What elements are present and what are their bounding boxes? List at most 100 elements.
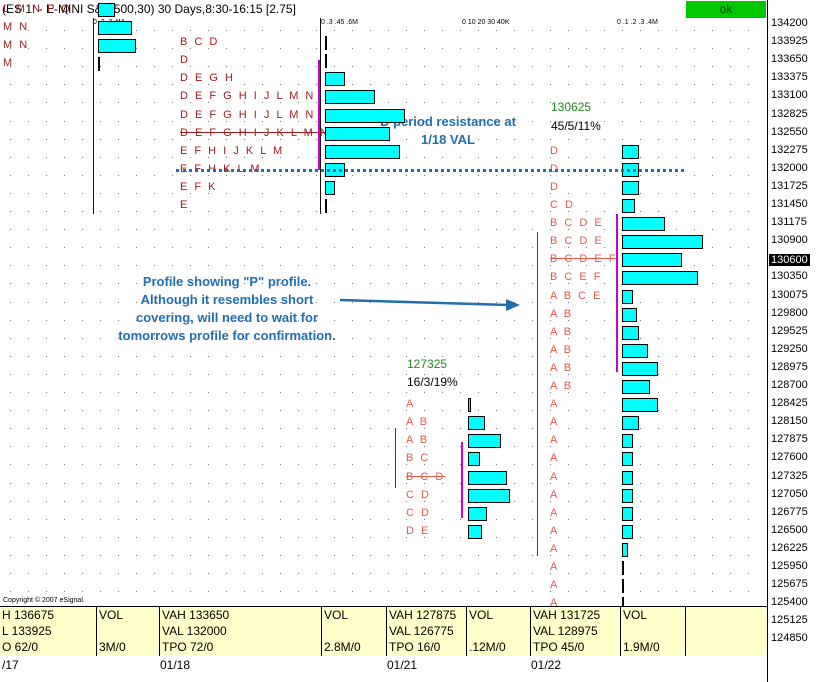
grid-dot — [442, 374, 443, 375]
grid-dot — [748, 247, 749, 248]
grid-dot — [118, 175, 119, 176]
grid-dot — [550, 392, 551, 393]
grid-dot — [28, 338, 29, 339]
volume-bar-s3 — [622, 597, 624, 606]
grid-dot — [748, 157, 749, 158]
grid-dot — [334, 48, 335, 49]
grid-dot — [388, 320, 389, 321]
grid-dot — [658, 464, 659, 465]
grid-dot — [82, 573, 83, 574]
grid-dot — [262, 84, 263, 85]
tpo-row-s1: D E F G H I J K L M N — [180, 127, 330, 139]
ok-status-button[interactable]: ok — [686, 1, 766, 18]
grid-dot — [514, 410, 515, 411]
grid-dot — [406, 66, 407, 67]
volume-bar-s2 — [468, 416, 485, 430]
grid-dot — [172, 283, 173, 284]
grid-dot — [154, 392, 155, 393]
grid-dot — [154, 302, 155, 303]
grid-dot — [262, 374, 263, 375]
volume-bar-s3 — [622, 362, 658, 376]
grid-dot — [100, 247, 101, 248]
grid-dot — [280, 229, 281, 230]
grid-dot — [532, 30, 533, 31]
grid-dot — [676, 573, 677, 574]
grid-dot — [316, 338, 317, 339]
grid-dot — [730, 175, 731, 176]
grid-dot — [568, 410, 569, 411]
grid-dot — [604, 446, 605, 447]
grid-dot — [172, 464, 173, 465]
grid-dot — [10, 102, 11, 103]
grid-dot — [28, 265, 29, 266]
price-tick: 133650 — [771, 53, 808, 65]
grid-dot — [550, 501, 551, 502]
tpo-row-s1: E F K — [180, 181, 218, 193]
grid-dot — [208, 483, 209, 484]
grid-dot — [442, 157, 443, 158]
grid-dot — [10, 591, 11, 592]
grid-dot — [244, 175, 245, 176]
grid-dot — [496, 555, 497, 556]
grid-dot — [244, 320, 245, 321]
grid-dot — [460, 283, 461, 284]
grid-dot — [406, 446, 407, 447]
grid-dot — [604, 537, 605, 538]
grid-dot — [532, 102, 533, 103]
grid-dot — [262, 338, 263, 339]
grid-dot — [496, 229, 497, 230]
s3-val: VAL 128975 — [533, 624, 598, 638]
grid-dot — [118, 229, 119, 230]
grid-dot — [100, 175, 101, 176]
grid-dot — [586, 48, 587, 49]
date-label-s2: 01/21 — [387, 658, 418, 672]
grid-dot — [370, 265, 371, 266]
grid-dot — [46, 501, 47, 502]
grid-dot — [694, 302, 695, 303]
grid-dot — [442, 338, 443, 339]
grid-dot — [424, 247, 425, 248]
grid-dot — [136, 193, 137, 194]
grid-dot — [694, 483, 695, 484]
grid-dot — [748, 265, 749, 266]
grid-dot — [370, 410, 371, 411]
grid-dot — [694, 519, 695, 520]
s1-tpo: TPO 72/0 — [162, 640, 214, 654]
s0-val: L 133925 — [2, 624, 52, 638]
grid-dot — [352, 66, 353, 67]
grid-dot — [262, 30, 263, 31]
grid-dot — [658, 555, 659, 556]
grid-dot — [352, 84, 353, 85]
grid-dot — [244, 157, 245, 158]
grid-dot — [334, 392, 335, 393]
volume-bar-s3 — [622, 271, 698, 285]
grid-dot — [298, 374, 299, 375]
grid-dot — [640, 501, 641, 502]
grid-dot — [640, 320, 641, 321]
grid-dot — [712, 229, 713, 230]
grid-dot — [118, 501, 119, 502]
tpo-row-s1: E — [180, 199, 190, 211]
grid-dot — [712, 211, 713, 212]
s1-vah: VAH 133650 — [162, 608, 230, 622]
grid-dot — [460, 48, 461, 49]
tpo-row-s3: A — [550, 597, 560, 606]
grid-dot — [82, 229, 83, 230]
grid-dot — [226, 392, 227, 393]
grid-dot — [730, 30, 731, 31]
grid-dot — [442, 446, 443, 447]
grid-dot — [10, 356, 11, 357]
grid-dot — [10, 302, 11, 303]
grid-dot — [370, 392, 371, 393]
grid-dot — [730, 428, 731, 429]
volume-bar-s2 — [468, 525, 482, 539]
grid-dot — [730, 48, 731, 49]
volume-bar-s3 — [622, 452, 633, 466]
grid-dot — [712, 410, 713, 411]
chart-area[interactable]: (ES 1! - E-MINI S&P 500,30) 30 Days,8:30… — [0, 0, 767, 606]
grid-dot — [388, 573, 389, 574]
tpo-row-s1: E F H I J K L M — [180, 145, 285, 157]
grid-dot — [424, 121, 425, 122]
grid-dot — [676, 139, 677, 140]
grid-dot — [712, 374, 713, 375]
